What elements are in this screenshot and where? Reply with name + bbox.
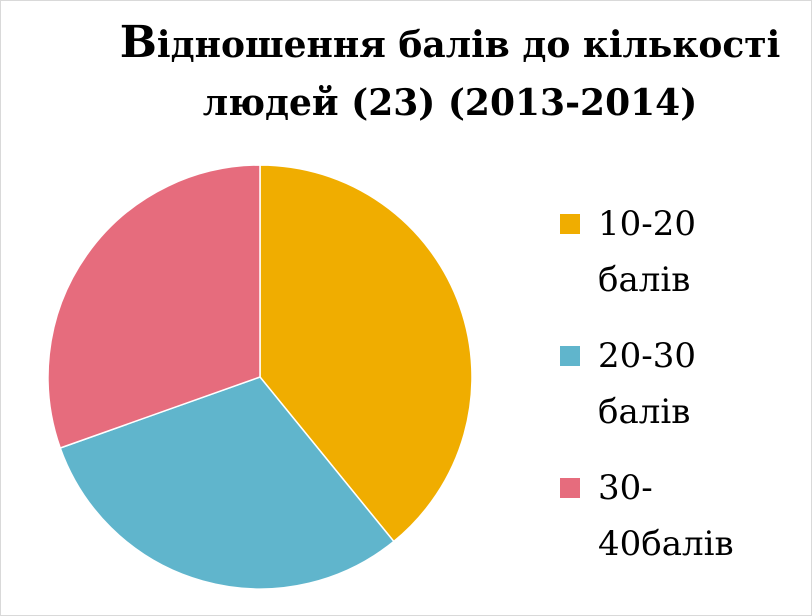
legend-swatch-3 bbox=[560, 478, 580, 498]
pie-slice-3 bbox=[47, 164, 261, 449]
legend-item-1: 10-20 балів bbox=[560, 200, 800, 332]
chart-title-line-1: Відношення балів до кількості bbox=[110, 14, 790, 74]
legend-label-2: 20-30 балів bbox=[598, 328, 788, 440]
legend-label-3-line-1: 30- bbox=[598, 468, 653, 508]
pie-slice-1 bbox=[259, 164, 473, 543]
chart-legend: 10-20 балів 20-30 балів 30- 40балів bbox=[560, 200, 800, 596]
legend-item-2: 20-30 балів bbox=[560, 332, 800, 464]
pie-slice-2 bbox=[59, 376, 395, 590]
legend-label-3: 30- 40балів bbox=[598, 460, 788, 572]
chart-title-line-1-rest: ідношення балів до кількості bbox=[156, 24, 781, 66]
legend-label-2-line-2: балів bbox=[598, 392, 691, 432]
chart-title-line-2: людей (23) (2013-2014) bbox=[202, 82, 698, 124]
legend-label-2-line-1: 20-30 bbox=[598, 336, 697, 376]
legend-label-3-line-2: 40балів bbox=[598, 524, 734, 564]
chart-title: Відношення балів до кількості людей (23)… bbox=[110, 14, 790, 132]
legend-label-1: 10-20 балів bbox=[598, 196, 788, 308]
chart-title-initial: В bbox=[119, 17, 157, 68]
legend-swatch-1 bbox=[560, 214, 580, 234]
legend-label-1-line-2: балів bbox=[598, 260, 691, 300]
legend-swatch-2 bbox=[560, 346, 580, 366]
legend-label-1-line-1: 10-20 bbox=[598, 204, 697, 244]
legend-item-3: 30- 40балів bbox=[560, 464, 800, 596]
